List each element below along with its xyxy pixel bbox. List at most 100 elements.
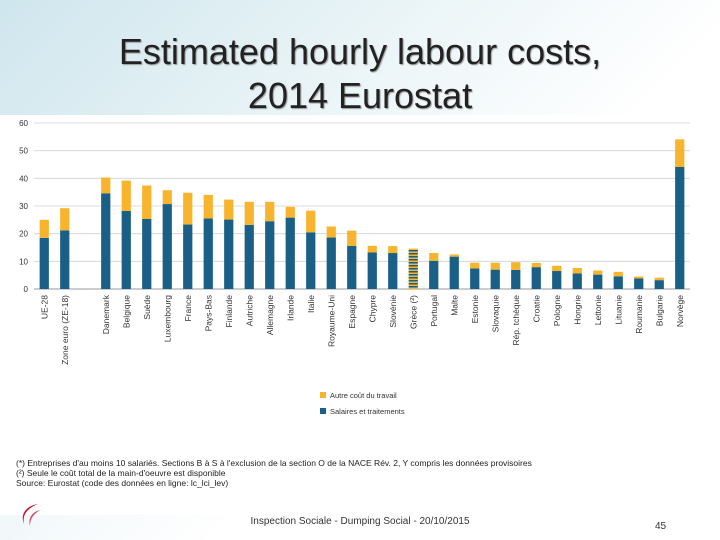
bar-salaires [675, 166, 685, 289]
bar-salaires [531, 267, 541, 289]
x-tick-label: Estonie [470, 295, 480, 324]
x-tick-label: Suède [142, 295, 152, 320]
bar-salaires [429, 260, 439, 289]
logo-icon [22, 504, 40, 526]
x-tick-label: Espagne [347, 295, 357, 329]
x-tick-label: Bulgarie [654, 295, 664, 326]
y-tick-label: 60 [19, 119, 28, 128]
x-tick-label: Chypre [367, 295, 377, 323]
bar-autre-cout [326, 226, 336, 238]
bar-salaires [265, 221, 275, 289]
x-tick-label: Danemark [101, 294, 111, 334]
chart-panel: 0 10 20 30 40 50 60 UE-28 Zone euro (ZE-18) Danem… [0, 115, 700, 515]
bar-salaires [511, 269, 521, 289]
x-tick-label: Pologne [552, 295, 562, 326]
x-tick-label: Zone euro (ZE-18) [60, 295, 70, 365]
bar-salaires [572, 273, 582, 289]
bar-autre-cout [265, 201, 275, 222]
bar-salaires [613, 276, 623, 289]
x-tick-label: Hongrie [572, 295, 582, 325]
bar-autre-cout [285, 206, 295, 218]
bar-autre-cout [531, 262, 541, 268]
bar-autre-cout [367, 245, 377, 253]
bar-salaires [183, 224, 193, 289]
x-tick-label: Royaume-Uni [326, 295, 336, 347]
bar-autre-cout [552, 265, 562, 272]
x-tick-label: Irlande [285, 295, 295, 321]
x-tick-label: Croatie [531, 295, 541, 323]
bar-salaires [244, 224, 254, 289]
bar-autre-cout [429, 253, 439, 261]
footer-text: Inspection Sociale - Dumping Social - 20… [250, 516, 470, 527]
bar-salaires [203, 218, 213, 289]
slide-title: Estimated hourly labour costs, 2014 Euro… [60, 30, 660, 118]
bar-salaires [39, 237, 49, 289]
page-number: 45 [655, 521, 667, 532]
x-tick-label: Italie [306, 295, 316, 313]
bar-salaires [162, 204, 172, 289]
x-tick-label: Slovénie [388, 295, 398, 328]
bar-salaires [326, 237, 336, 289]
bar-total [408, 248, 418, 289]
bar-salaires [654, 280, 664, 289]
bar-autre-cout [449, 254, 459, 257]
footnote-source: Source: Eurostat (code des données en li… [16, 478, 229, 488]
bar-salaires [306, 232, 316, 289]
legend-label-autre: Autre coût du travail [330, 391, 397, 400]
x-tick-label: Portugal [429, 295, 439, 327]
bar-salaires [552, 271, 562, 289]
legend-swatch-autre [320, 392, 326, 398]
bar-salaires [224, 219, 234, 289]
x-tick-label: Grèce (²) [408, 295, 418, 329]
bar-salaires [449, 256, 459, 289]
bar-autre-cout [244, 201, 254, 225]
footnote-2: (²) Seule le coût total de la main-d'oeu… [16, 468, 226, 478]
x-tick-label: Rép. tchèque [511, 295, 521, 346]
y-tick-label: 50 [19, 147, 28, 156]
x-tick-label: Norvège [675, 295, 685, 327]
title-line-2: 2014 Eurostat [247, 75, 473, 116]
bar-autre-cout [142, 185, 152, 220]
footnote-1: (*) Entreprises d'au moins 10 salariés. … [16, 458, 532, 468]
x-tick-label: Roumanie [634, 295, 644, 334]
bar-autre-cout [654, 277, 664, 281]
legend-label-salaires: Salaires et traitements [330, 407, 405, 416]
bar-autre-cout [224, 199, 234, 220]
bar-autre-cout [121, 180, 131, 211]
bar-autre-cout [593, 270, 603, 275]
x-tick-label: UE-28 [39, 295, 49, 319]
x-tick-label: Pays-Bas [203, 295, 213, 331]
bar-autre-cout [470, 262, 480, 269]
bar-autre-cout [347, 230, 357, 246]
y-tick-label: 30 [19, 202, 28, 211]
bar-autre-cout [306, 210, 316, 233]
bar-autre-cout [490, 262, 500, 270]
bar-autre-cout [101, 177, 111, 194]
bar-salaires [367, 252, 377, 289]
x-tick-label: Luxembourg [162, 295, 172, 343]
bar-salaires [101, 193, 111, 289]
bar-autre-cout [60, 208, 70, 231]
x-tick-label: Slovaquie [490, 295, 500, 333]
bar-salaires [142, 219, 152, 289]
bar-autre-cout [572, 267, 582, 274]
labour-cost-chart: 0 10 20 30 40 50 60 UE-28 Zone euro (ZE-18) Danem… [19, 119, 690, 416]
x-tick-label: Malte [449, 295, 459, 316]
bar-salaires [490, 269, 500, 289]
bar-autre-cout [675, 139, 685, 167]
bar-autre-cout [511, 262, 521, 270]
y-tick-label: 40 [19, 174, 28, 183]
bar-autre-cout [388, 246, 398, 254]
bar-salaires [60, 230, 70, 289]
title-line-1: Estimated hourly labour costs, [118, 31, 602, 72]
bar-salaires [593, 274, 603, 289]
bar-salaires [347, 245, 357, 289]
x-tick-label: France [183, 295, 193, 322]
bar-salaires [121, 210, 131, 289]
bar-salaires [470, 268, 480, 289]
x-tick-label: Belgique [121, 295, 131, 328]
y-tick-label: 10 [19, 257, 28, 266]
x-tick-label: Allemagne [265, 295, 275, 335]
legend-swatch-salaires [320, 408, 326, 414]
bar-autre-cout [634, 276, 644, 279]
